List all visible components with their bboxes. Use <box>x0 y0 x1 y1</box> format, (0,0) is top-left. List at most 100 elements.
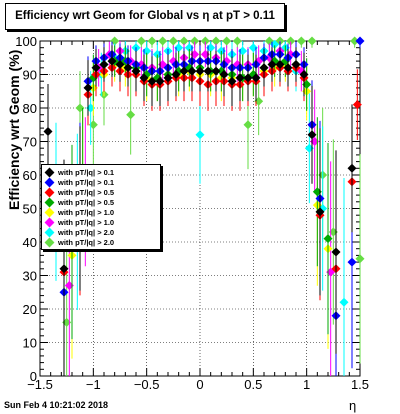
y-tick-label: 40 <box>23 235 37 250</box>
legend-marker <box>44 197 55 208</box>
y-tick-label: 100 <box>15 34 37 49</box>
data-point <box>227 76 237 86</box>
data-point <box>203 66 213 76</box>
x-tick-label: 1 <box>303 377 310 392</box>
data-point <box>147 36 157 46</box>
x-tick-label: −1.5 <box>27 377 53 392</box>
data-point <box>254 96 264 106</box>
legend-label: with pT/|q| > 2.0 <box>58 238 115 247</box>
data-point <box>163 73 173 83</box>
data-point <box>200 36 210 46</box>
y-tick-label: 80 <box>23 101 37 116</box>
legend-entry: with pT/|q| > 0.1 <box>44 177 115 188</box>
data-point <box>296 36 306 46</box>
data-point <box>291 59 301 69</box>
data-point <box>211 66 221 76</box>
data-point <box>339 297 349 307</box>
legend-label: with pT/|q| > 1.0 <box>58 218 115 227</box>
data-point <box>107 56 117 66</box>
legend-marker <box>44 167 55 178</box>
data-point <box>352 100 362 110</box>
y-tick-label: 90 <box>23 68 37 83</box>
data-point <box>331 247 341 257</box>
legend-entry: with pT/|q| > 2.0 <box>44 237 115 248</box>
data-point <box>307 36 317 46</box>
legend-marker <box>44 237 55 248</box>
data-point <box>136 36 146 46</box>
data-point <box>286 36 296 46</box>
x-tick-label: −0.5 <box>134 377 160 392</box>
legend-marker <box>44 177 55 188</box>
legend-label: with pT/|q| > 0.5 <box>58 198 115 207</box>
data-point <box>232 36 242 46</box>
y-tick-label: 10 <box>23 336 37 351</box>
legend-entry: with pT/|q| > 0.5 <box>44 197 115 208</box>
data-point <box>235 73 245 83</box>
data-point <box>195 66 205 76</box>
legend-entry: with pT/|q| > 0.5 <box>44 187 115 198</box>
data-point <box>179 66 189 76</box>
legend-label: with pT/|q| > 0.1 <box>58 168 115 177</box>
data-point <box>243 73 253 83</box>
x-tick-label: 0.5 <box>244 377 262 392</box>
data-point <box>350 36 360 46</box>
data-point <box>99 59 109 69</box>
y-tick-label: 70 <box>23 135 37 150</box>
legend-entry: with pT/|q| > 1.0 <box>44 217 115 228</box>
y-tick-label: 60 <box>23 168 37 183</box>
data-point <box>219 70 229 79</box>
legend-entry: with pT/|q| > 1.0 <box>44 207 115 218</box>
y-axis-label: Efficiency wrt Geom (%) <box>6 49 22 210</box>
x-axis-label: η <box>349 398 357 413</box>
data-point <box>168 36 178 46</box>
data-point <box>315 207 325 217</box>
y-tick-label: 50 <box>23 202 37 217</box>
data-point <box>147 76 157 86</box>
y-tick-label: 0 <box>30 369 37 384</box>
data-point <box>59 264 69 274</box>
data-point <box>195 130 205 140</box>
data-point <box>211 36 221 46</box>
timestamp: Sun Feb 4 10:21:02 2018 <box>4 400 109 410</box>
data-point <box>248 43 258 53</box>
data-point <box>355 254 365 264</box>
x-tick-label: 0 <box>196 377 203 392</box>
data-point <box>307 130 317 140</box>
legend-marker <box>44 187 55 198</box>
data-point <box>222 36 232 46</box>
legend-entry: with pT/|q| > 2.0 <box>44 227 115 238</box>
data-point <box>251 73 261 83</box>
data-point <box>83 83 93 93</box>
data-point <box>267 59 277 69</box>
data-point <box>123 63 133 73</box>
data-point <box>179 36 189 46</box>
data-point <box>347 257 357 267</box>
data-point <box>91 63 101 73</box>
legend: with pT/|q| > 0.1 with pT/|q| > 0.1 with p… <box>41 164 161 250</box>
x-tick-label: −1 <box>86 377 101 392</box>
legend-marker <box>44 207 55 218</box>
data-point <box>259 63 269 73</box>
legend-entry: with pT/|q| > 0.1 <box>44 167 115 178</box>
data-point <box>115 59 125 69</box>
legend-label: with pT/|q| > 2.0 <box>58 228 115 237</box>
data-point <box>190 36 200 46</box>
legend-label: with pT/|q| > 0.1 <box>58 178 115 187</box>
data-point <box>171 70 181 79</box>
data-point <box>355 36 365 46</box>
data-point <box>126 110 136 120</box>
data-point <box>323 234 333 244</box>
data-point <box>187 66 197 76</box>
data-point <box>275 59 285 69</box>
legend-marker <box>44 227 55 238</box>
legend-label: with pT/|q| > 1.0 <box>58 208 115 217</box>
data-point <box>131 66 141 76</box>
legend-label: with pT/|q| > 0.5 <box>58 188 115 197</box>
x-tick-label: 1.5 <box>351 377 369 392</box>
data-point <box>43 126 53 136</box>
data-point <box>347 163 357 173</box>
data-point <box>158 36 168 46</box>
data-point <box>155 76 165 86</box>
y-tick-label: 20 <box>23 302 37 317</box>
